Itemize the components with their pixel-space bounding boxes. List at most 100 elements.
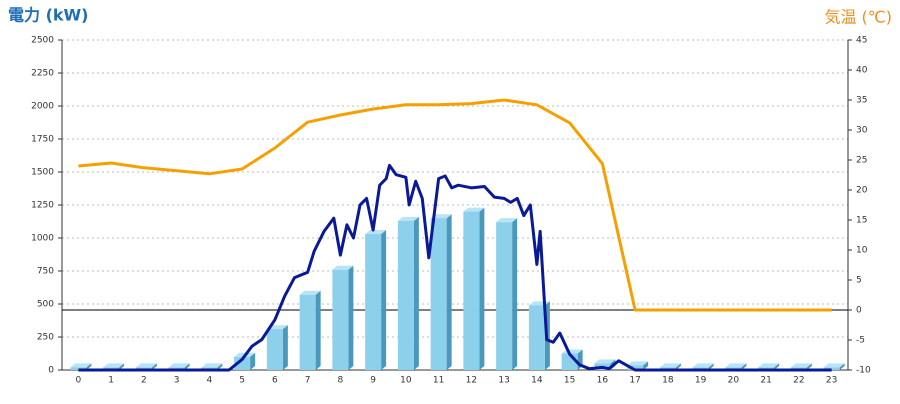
bar-side: [282, 325, 288, 370]
x-tick-label: 9: [370, 376, 376, 386]
x-tick-label: 2: [141, 376, 147, 386]
bar-top: [299, 290, 321, 295]
bar: [365, 234, 382, 370]
y-tick-label: 2000: [31, 102, 54, 112]
bar-top: [463, 207, 485, 212]
bar-top: [594, 359, 616, 364]
bar: [528, 305, 545, 370]
bar-side: [512, 218, 518, 370]
x-tick-label: 7: [305, 376, 311, 386]
y2-tick-label: 35: [856, 96, 867, 106]
y2-tick-label: 5: [856, 276, 862, 286]
y2-axis-title: 気温 (℃): [824, 8, 892, 27]
y-tick-label: 2500: [31, 36, 54, 46]
x-tick-label: 16: [597, 376, 609, 386]
bar-top: [430, 214, 452, 219]
bar-side: [643, 361, 649, 370]
x-tick-label: 19: [695, 376, 707, 386]
bar-side: [708, 363, 714, 370]
y2-tick-label: 40: [856, 66, 868, 76]
y-tick-label: 1250: [31, 201, 54, 211]
bar-top: [135, 363, 157, 368]
y-tick-label: 250: [37, 333, 54, 343]
x-tick-label: 3: [174, 376, 180, 386]
bar-side: [839, 363, 845, 370]
y2-tick-label: 0: [856, 306, 862, 316]
x-tick-label: 14: [531, 376, 543, 386]
bar-top: [201, 363, 223, 368]
line-temperature: [78, 98, 832, 312]
x-tick-label: 15: [564, 376, 575, 386]
bar-top: [397, 216, 419, 221]
bar-side: [774, 363, 780, 370]
bar-side: [151, 363, 157, 370]
bar-side: [446, 214, 452, 370]
bar-side: [217, 363, 223, 370]
y-tick-label: 0: [48, 366, 54, 376]
bar-side: [806, 363, 812, 370]
bar: [266, 329, 283, 370]
x-tick-label: 22: [793, 376, 804, 386]
x-tick-label: 0: [76, 376, 82, 386]
bar-side: [479, 207, 485, 370]
bar-top: [790, 363, 812, 368]
bar-top: [725, 363, 747, 368]
y2-tick-label: 25: [856, 156, 867, 166]
y-tick-label: 1500: [31, 168, 54, 178]
bar-top: [758, 363, 780, 368]
x-tick-label: 5: [239, 376, 245, 386]
x-tick-label: 11: [433, 376, 444, 386]
bar-top: [365, 230, 387, 235]
bar: [496, 222, 513, 370]
bar-side: [348, 265, 354, 370]
bar: [332, 269, 349, 370]
bar: [299, 294, 316, 370]
x-tick-label: 12: [466, 376, 477, 386]
bar-top: [692, 363, 714, 368]
x-tick-label: 23: [826, 376, 837, 386]
bar-side: [184, 363, 190, 370]
bar-side: [381, 230, 387, 370]
y-tick-label: 1750: [31, 135, 54, 145]
y-tick-label: 1000: [31, 234, 54, 244]
y-tick-label: 500: [37, 300, 54, 310]
y2-tick-label: 10: [856, 246, 868, 256]
bar-side: [675, 363, 681, 370]
bar-top: [70, 363, 92, 368]
x-tick-label: 20: [728, 376, 740, 386]
bar-side: [250, 352, 256, 370]
x-tick-label: 18: [662, 376, 674, 386]
y2-tick-label: 15: [856, 216, 867, 226]
y-axis-title: 電力 (kW): [8, 6, 89, 25]
bar-top: [496, 218, 518, 223]
x-tick-label: 6: [272, 376, 278, 386]
bar-side: [741, 363, 747, 370]
bar-top: [103, 363, 125, 368]
bar-top: [823, 363, 845, 368]
bar-top: [659, 363, 681, 368]
bar-top: [168, 363, 190, 368]
bar: [234, 356, 251, 370]
bar-top: [332, 265, 354, 270]
bar: [430, 218, 447, 370]
bar-side: [315, 290, 321, 370]
y2-tick-label: 20: [856, 186, 868, 196]
y2-tick-label: -5: [856, 336, 865, 346]
bar-side: [119, 363, 125, 370]
x-tick-label: 10: [400, 376, 412, 386]
y2-tick-label: -10: [856, 366, 871, 376]
y2-tick-label: 45: [856, 36, 867, 46]
bar-side: [413, 216, 419, 370]
x-tick-label: 13: [498, 376, 509, 386]
x-tick-label: 17: [629, 376, 640, 386]
x-tick-label: 1: [108, 376, 114, 386]
y-tick-label: 750: [37, 267, 54, 277]
x-tick-label: 8: [338, 376, 344, 386]
y2-tick-label: 30: [856, 126, 868, 136]
x-tick-label: 4: [207, 376, 213, 386]
y-tick-label: 2250: [31, 69, 54, 79]
x-tick-label: 21: [760, 376, 771, 386]
bar-top: [627, 361, 649, 366]
line-power: [78, 163, 832, 372]
